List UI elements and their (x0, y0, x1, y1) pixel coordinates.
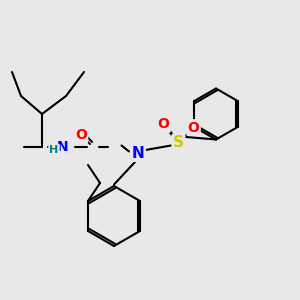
Text: N: N (132, 146, 144, 160)
Text: O: O (188, 121, 200, 134)
Text: S: S (173, 135, 184, 150)
Text: O: O (75, 128, 87, 142)
Text: N: N (57, 140, 69, 154)
Text: O: O (158, 118, 169, 131)
Text: H: H (50, 145, 58, 155)
